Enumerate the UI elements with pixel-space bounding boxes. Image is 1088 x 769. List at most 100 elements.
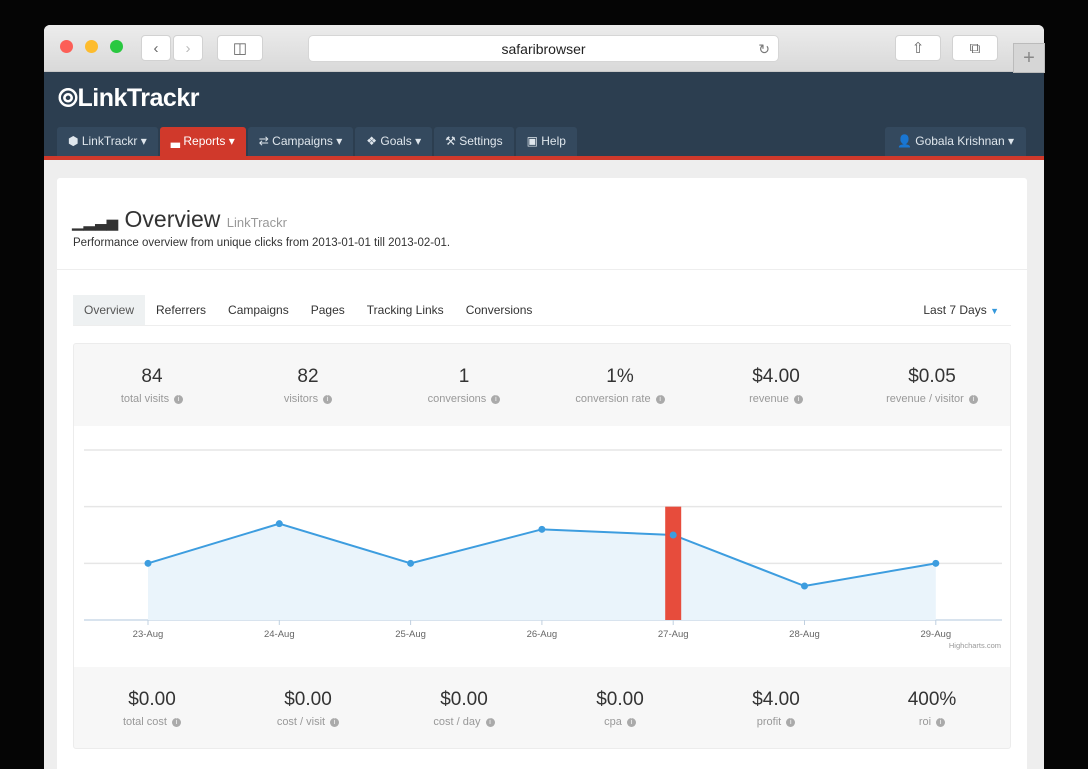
info-icon[interactable]: i — [485, 717, 495, 727]
minimize-window-button[interactable] — [85, 40, 98, 53]
info-icon[interactable]: i — [936, 717, 946, 727]
caret-down-icon: ▼ — [990, 306, 999, 316]
stat-value: 1% — [606, 366, 634, 387]
user-icon: 👤 — [896, 134, 912, 148]
info-icon[interactable]: i — [172, 717, 182, 727]
info-icon[interactable]: i — [793, 394, 803, 404]
chart-credit: Highcharts.com — [949, 641, 1001, 650]
share-icon[interactable]: ⇧ — [895, 35, 941, 61]
data-point — [275, 520, 283, 528]
new-tab-button[interactable]: + — [1013, 43, 1045, 73]
tab-referrers[interactable]: Referrers — [156, 303, 207, 317]
info-icon[interactable]: i — [626, 717, 636, 727]
info-icon[interactable]: i — [323, 394, 333, 404]
nav-item-campaigns[interactable]: ⇄ Campaigns ▾ — [247, 127, 354, 156]
medkit-icon: ▣ — [526, 134, 538, 148]
x-tick-label: 29-Aug — [920, 629, 951, 640]
stat-total-visits: 84 total visits i — [74, 344, 230, 426]
page-description: Performance overview from unique clicks … — [73, 237, 451, 249]
tab-overview[interactable]: Overview — [73, 295, 146, 325]
stat-conversions: 1 conversions i — [386, 344, 542, 426]
stat-profit: $4.00 profit i — [698, 667, 854, 749]
caret-down-icon: ▾ — [228, 134, 235, 148]
address-bar[interactable]: safaribrowser ↻ — [308, 35, 779, 62]
bar-mark — [665, 506, 682, 620]
stat-conversion-rate: 1% conversion rate i — [542, 344, 698, 426]
crosshair-icon: ❖ — [366, 134, 378, 148]
nav-item-reports[interactable]: ▃ Reports ▾ — [159, 127, 246, 156]
stat-value: 84 — [141, 366, 163, 387]
url-text: safaribrowser — [501, 41, 586, 57]
browser-window: ‹ › ◫ safaribrowser ↻ ⇧ ⧉ ⦾LinkTrackr ⬢ L… — [44, 25, 1044, 769]
tab-conversions[interactable]: Conversions — [465, 303, 533, 317]
caret-down-icon: ▾ — [336, 134, 343, 148]
nav-item-linktrackr[interactable]: ⬢ LinkTrackr ▾ — [57, 127, 158, 156]
user-menu[interactable]: 👤 Gobala Krishnan ▾ — [884, 127, 1026, 156]
nav-item-settings[interactable]: ⚒ Settings — [434, 127, 514, 156]
x-tick-label: 23-Aug — [133, 629, 164, 640]
info-icon[interactable]: i — [174, 394, 184, 404]
stat-label: roi — [918, 716, 932, 728]
caret-down-icon: ▾ — [140, 134, 147, 148]
nav-item-help[interactable]: ▣ Help — [515, 127, 577, 156]
date-range-dropdown[interactable]: Last 7 Days ▼ — [923, 303, 999, 317]
info-icon[interactable]: i — [330, 717, 340, 727]
stat-cpa: $0.00 cpa i — [542, 667, 698, 749]
area-fill — [148, 523, 936, 620]
info-icon[interactable]: i — [491, 394, 501, 404]
back-button[interactable]: ‹ — [141, 35, 171, 61]
reload-icon[interactable]: ↻ — [758, 41, 770, 57]
forward-button[interactable]: › — [173, 35, 203, 61]
overview-card: ▁▂▃▅ Overview LinkTrackr Performance ove… — [57, 178, 1027, 769]
stat-value: $0.00 — [128, 689, 176, 710]
stat-value: $0.00 — [440, 689, 488, 710]
shuffle-icon: ⇄ — [258, 134, 269, 148]
stat-label: cost / visit — [276, 716, 326, 728]
cube-icon: ⬢ — [68, 134, 79, 148]
page-title: ▁▂▃▅ Overview LinkTrackr — [72, 206, 287, 232]
x-tick-label: 27-Aug — [658, 629, 689, 640]
stat-label: profit — [756, 716, 782, 728]
stat-revenue-visitor: $0.05 revenue / visitor i — [854, 344, 1010, 426]
info-icon[interactable]: i — [786, 717, 796, 727]
main-nav: ⬢ LinkTrackr ▾ ▃ Reports ▾ ⇄ Campaigns ▾ ❖ … — [57, 127, 577, 156]
tab-campaigns[interactable]: Campaigns — [228, 303, 289, 317]
caret-down-icon: ▾ — [415, 134, 422, 148]
stat-value: $0.00 — [284, 689, 332, 710]
report-tabs: Overview Referrers Campaigns Pages Tracking … — [73, 295, 1011, 326]
tabs-overview-icon[interactable]: ⧉ — [952, 35, 998, 61]
logo-icon: ⦾ — [58, 84, 78, 112]
stat-visitors: 82 visitors i — [230, 344, 386, 426]
stat-value: $4.00 — [752, 366, 800, 387]
stats-top: 84 total visits i 82 visitors i 1 conversions… — [74, 344, 1010, 426]
stat-value: $4.00 — [752, 689, 800, 710]
visits-chart: 23-Aug 24-Aug 25-Aug 26-Aug 27-Aug 28-Aug 29-A… — [74, 426, 1010, 667]
stat-cost-day: $0.00 cost / day i — [386, 667, 542, 749]
tab-tracking-links[interactable]: Tracking Links — [366, 303, 444, 317]
tab-pages[interactable]: Pages — [310, 303, 345, 317]
maximize-window-button[interactable] — [110, 40, 123, 53]
stat-label: revenue — [749, 393, 789, 405]
info-icon[interactable]: i — [968, 394, 978, 404]
data-point — [538, 525, 546, 533]
close-window-button[interactable] — [60, 40, 73, 53]
data-point — [669, 531, 677, 539]
stat-roi: 400% roi i — [854, 667, 1010, 749]
data-point — [932, 559, 940, 567]
logo[interactable]: ⦾LinkTrackr — [58, 84, 199, 112]
divider — [57, 269, 1027, 270]
stats-bottom: $0.00 total cost i $0.00 cost / visit i $0.0… — [74, 667, 1010, 749]
sidebar-toggle-icon[interactable]: ◫ — [217, 35, 263, 61]
stat-revenue: $4.00 revenue i — [698, 344, 854, 426]
stat-label: conversions — [427, 393, 487, 405]
nav-item-goals[interactable]: ❖ Goals ▾ — [355, 127, 433, 156]
stat-label: cost / day — [433, 716, 481, 728]
stat-value: 400% — [907, 689, 957, 710]
stat-total-cost: $0.00 total cost i — [74, 667, 230, 749]
info-icon[interactable]: i — [655, 394, 665, 404]
stat-label: conversion rate — [575, 393, 651, 405]
stat-label: cpa — [604, 716, 622, 728]
app-header: ⦾LinkTrackr ⬢ LinkTrackr ▾ ▃ Reports ▾ ⇄ C… — [44, 72, 1044, 160]
stat-value: $0.05 — [908, 366, 956, 387]
x-tick-label: 25-Aug — [395, 629, 426, 640]
